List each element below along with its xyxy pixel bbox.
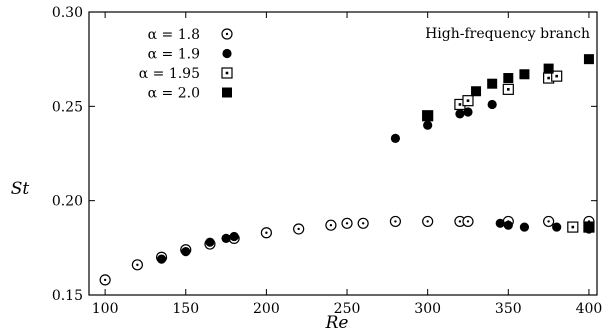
legend-label: α = 2.0 bbox=[148, 86, 200, 102]
y-axis-title: St bbox=[11, 179, 30, 199]
data-point-series-1 bbox=[229, 231, 239, 242]
data-point-series-2 bbox=[502, 83, 514, 95]
data-point-series-0 bbox=[260, 227, 272, 239]
x-axis-title: Re bbox=[325, 313, 349, 333]
data-point-series-1 bbox=[205, 237, 215, 247]
x-tick-label: 250 bbox=[334, 301, 361, 317]
legend-label: α = 1.8 bbox=[148, 27, 200, 43]
data-point-series-0 bbox=[293, 223, 305, 235]
x-tick-label: 150 bbox=[172, 301, 199, 317]
y-tick-label: 0.20 bbox=[52, 194, 83, 210]
data-point-series-3 bbox=[503, 73, 514, 84]
data-point-series-3 bbox=[583, 54, 594, 65]
data-point-series-1 bbox=[390, 133, 401, 144]
data-point-series-1 bbox=[181, 247, 191, 257]
data-point-series-0 bbox=[543, 215, 555, 228]
y-tick-label: 0.25 bbox=[52, 99, 83, 115]
legend-marker bbox=[222, 48, 232, 59]
x-tick-label: 350 bbox=[495, 301, 522, 317]
legend-marker bbox=[222, 87, 232, 98]
data-point-series-3 bbox=[422, 110, 433, 121]
data-point-series-0 bbox=[131, 259, 143, 271]
data-point-series-0 bbox=[357, 217, 369, 229]
data-point-series-1 bbox=[463, 107, 473, 117]
plot-area-frame bbox=[88, 11, 598, 296]
data-point-series-1 bbox=[221, 233, 231, 243]
y-tick-label: 0.30 bbox=[52, 5, 83, 21]
data-point-series-1 bbox=[495, 218, 505, 228]
data-point-series-3 bbox=[519, 69, 530, 80]
data-point-series-0 bbox=[325, 219, 337, 231]
data-point-series-1 bbox=[552, 222, 562, 232]
data-point-series-1 bbox=[156, 254, 167, 264]
data-point-series-3 bbox=[543, 63, 554, 74]
data-point-series-0 bbox=[389, 215, 402, 228]
x-tick-label: 400 bbox=[576, 301, 603, 317]
data-point-series-0 bbox=[462, 215, 474, 228]
y-tick-label: 0.15 bbox=[52, 288, 83, 304]
x-tick-label: 200 bbox=[253, 301, 280, 317]
data-point-series-1 bbox=[423, 120, 433, 130]
data-point-series-2 bbox=[462, 95, 474, 107]
x-tick-label: 100 bbox=[92, 301, 119, 317]
data-point-series-2 bbox=[567, 221, 579, 233]
data-point-series-1 bbox=[503, 220, 513, 230]
data-point-series-2 bbox=[551, 70, 563, 82]
data-point-series-1 bbox=[519, 222, 530, 232]
legend-marker bbox=[221, 28, 233, 40]
legend-label: α = 1.95 bbox=[139, 66, 200, 82]
legend-marker bbox=[221, 67, 233, 79]
annotation-high-frequency-branch: High-frequency branch bbox=[425, 26, 590, 42]
data-point-series-3 bbox=[471, 86, 482, 97]
data-point-series-0 bbox=[99, 274, 111, 286]
data-point-series-0 bbox=[422, 215, 434, 228]
data-point-series-1 bbox=[455, 109, 465, 119]
data-point-series-3 bbox=[583, 222, 594, 233]
x-tick-label: 300 bbox=[414, 301, 441, 317]
data-point-series-1 bbox=[487, 99, 497, 110]
data-point-series-3 bbox=[487, 78, 498, 89]
data-point-series-0 bbox=[341, 217, 353, 229]
legend-label: α = 1.9 bbox=[148, 47, 200, 63]
